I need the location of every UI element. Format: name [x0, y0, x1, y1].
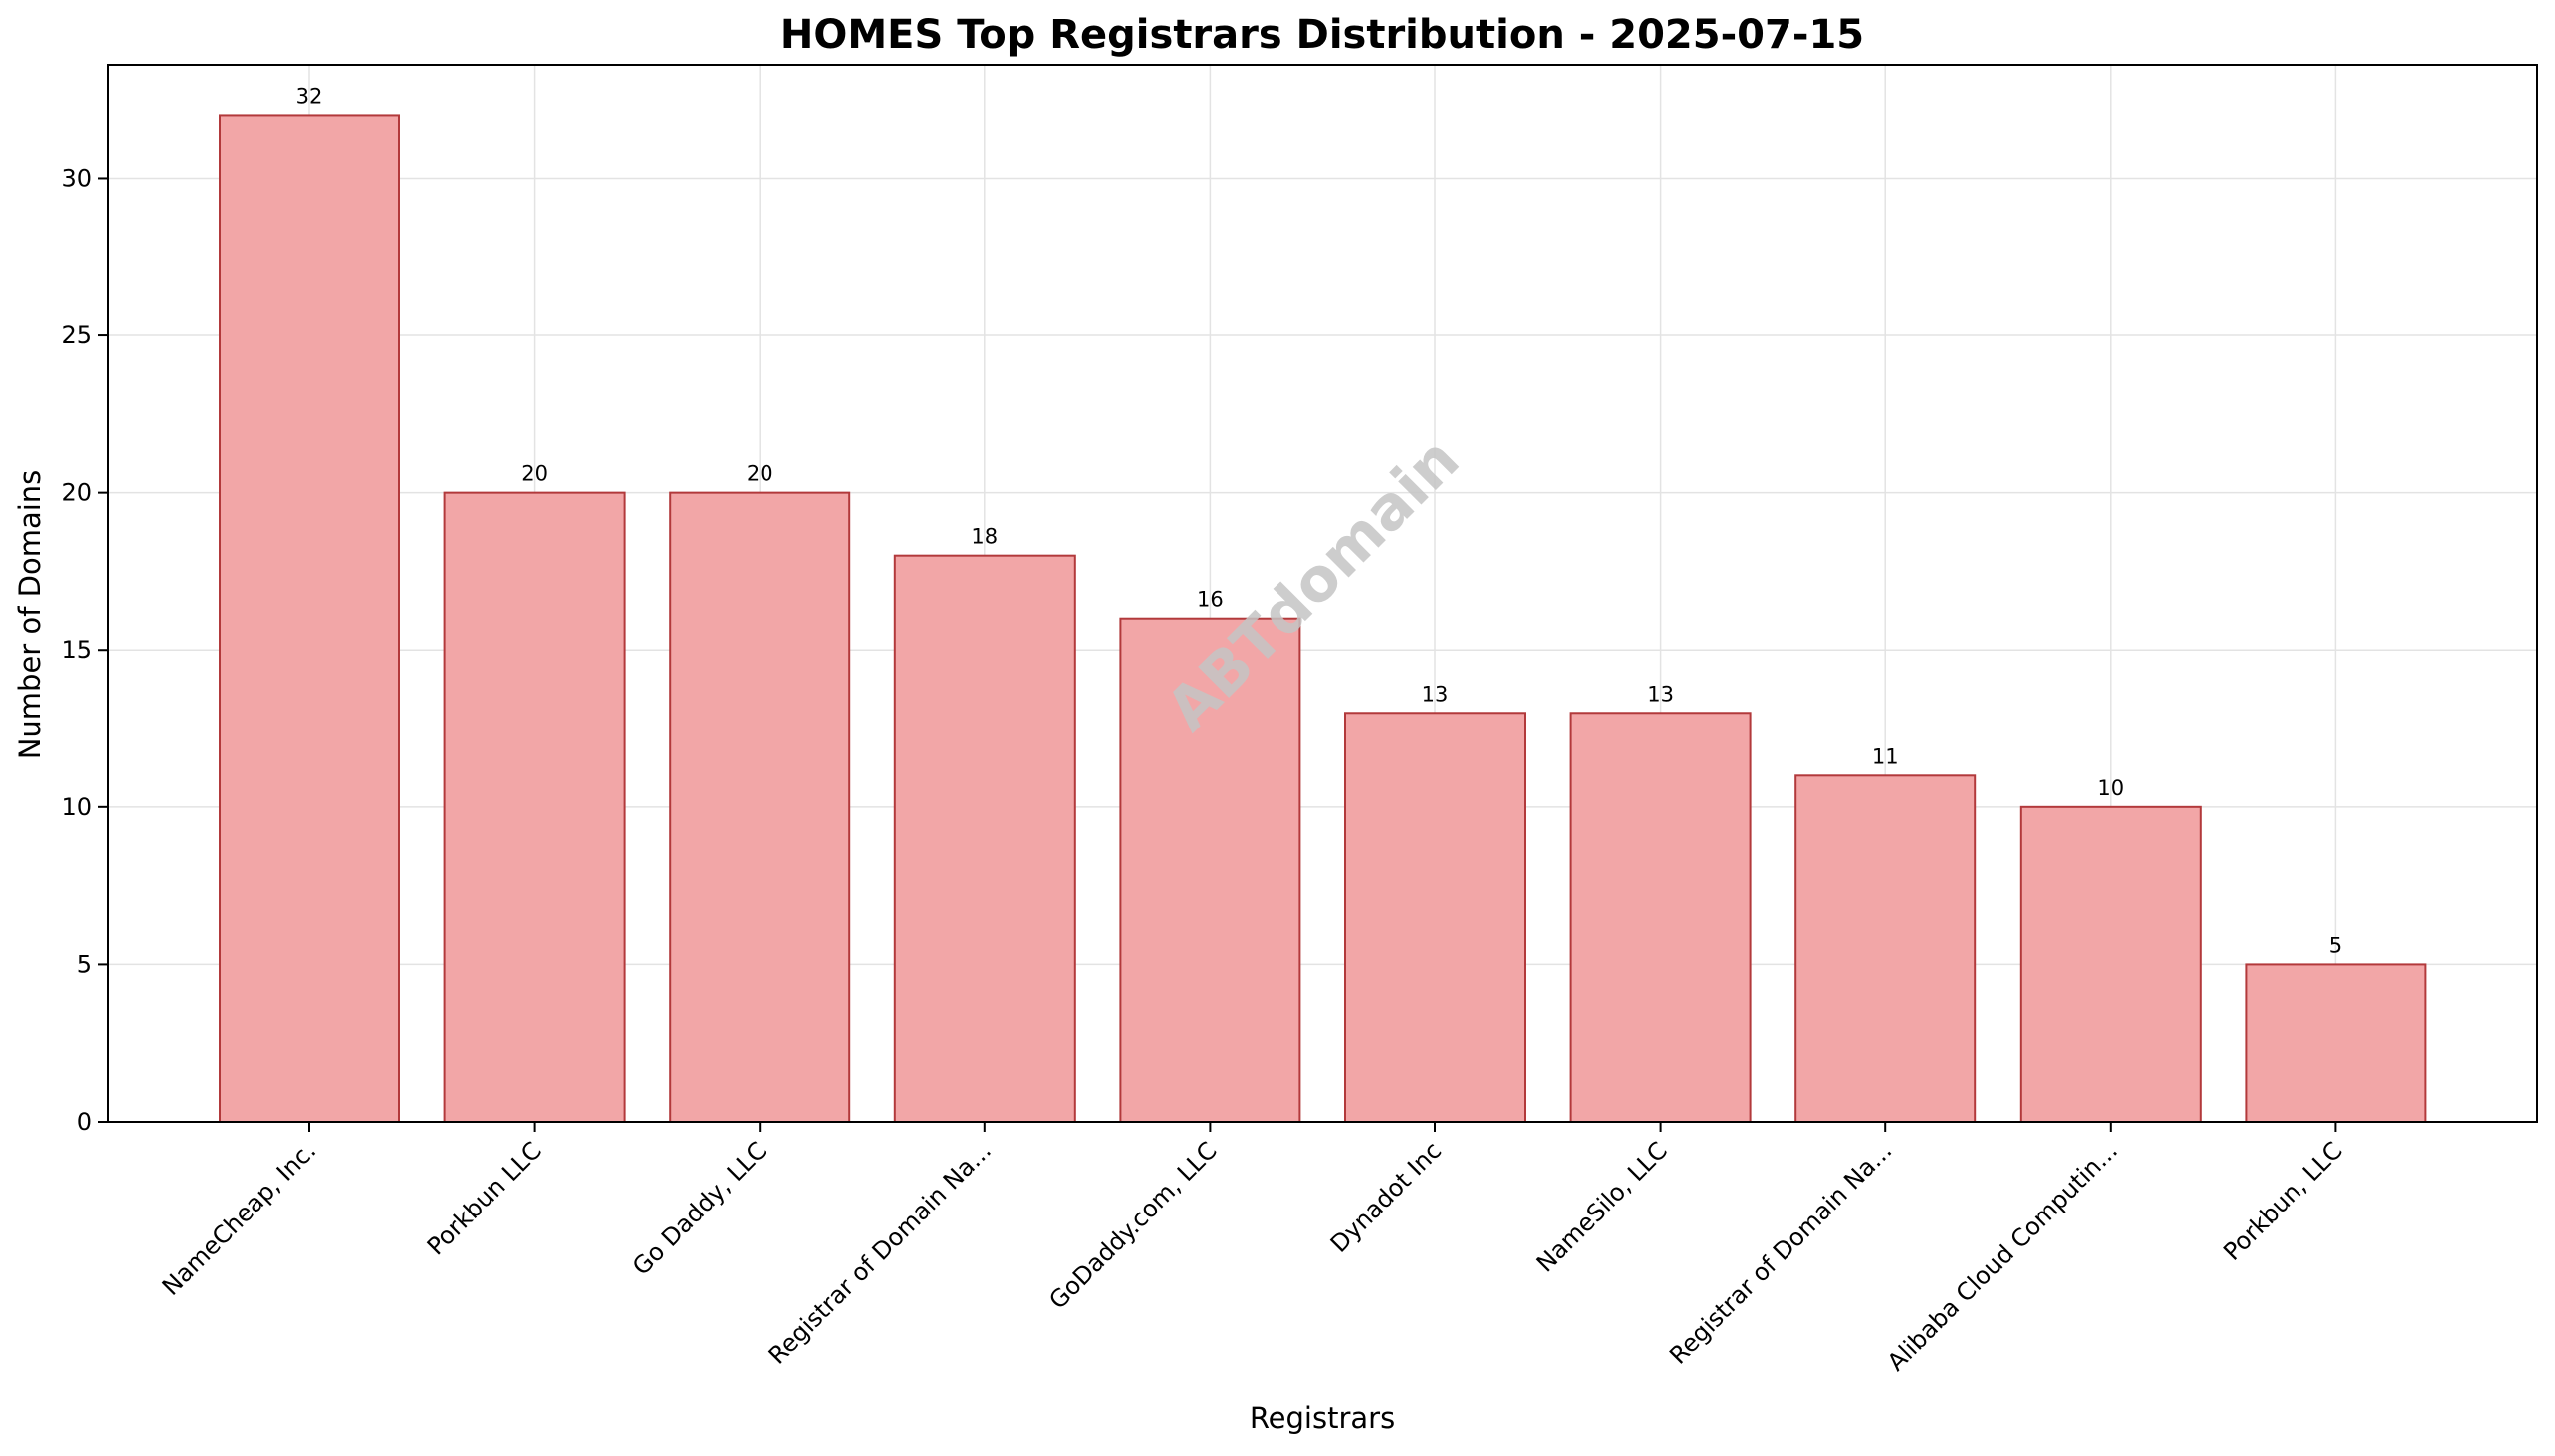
x-tick-label: NameSilo, LLC [1531, 1136, 1673, 1277]
bar [443, 491, 626, 1123]
plot-frame [107, 64, 2538, 1123]
bar [2019, 805, 2202, 1123]
data-label: 13 [1422, 682, 1449, 706]
x-tick-label: Dynadot Inc [1325, 1136, 1447, 1257]
y-tick-label: 5 [77, 950, 92, 978]
x-tick-label: Registrar of Domain Na... [1664, 1136, 1897, 1369]
data-label: 16 [1197, 588, 1224, 612]
x-tick-label: Porkbun, LLC [2218, 1136, 2347, 1265]
bar [1344, 712, 1526, 1124]
bar [1794, 774, 1977, 1124]
data-label: 20 [521, 462, 548, 486]
axes-layer [107, 64, 2538, 1123]
data-label: 11 [1872, 744, 1899, 768]
bar [1119, 617, 1301, 1123]
data-label: 10 [2097, 776, 2124, 800]
chart-title: HOMES Top Registrars Distribution - 2025… [780, 12, 1864, 58]
x-tick-label: NameCheap, Inc. [157, 1136, 321, 1300]
bar [893, 554, 1076, 1123]
y-tick-label: 30 [61, 164, 92, 192]
y-tick-label: 20 [61, 479, 92, 507]
y-tick-label: 15 [61, 636, 92, 664]
data-label: 18 [971, 525, 998, 549]
y-tick-label: 25 [61, 321, 92, 349]
bar [669, 491, 851, 1123]
bar [219, 114, 400, 1123]
x-tick-label: Registrar of Domain Na... [764, 1136, 997, 1369]
data-labels-layer: 32 20 20 18 16 13 13 11 10 5 [296, 84, 2342, 957]
y-tick-label: 0 [77, 1108, 92, 1136]
data-label: 13 [1647, 682, 1674, 706]
bar [2245, 963, 2427, 1123]
data-label: 20 [747, 462, 773, 486]
x-axis-label: Registrars [1250, 1401, 1395, 1435]
data-label: 5 [2329, 933, 2342, 957]
bars-layer [219, 114, 2427, 1124]
bar [1569, 712, 1752, 1124]
x-tick-label: Porkbun LLC [422, 1136, 547, 1260]
y-tick-label: 10 [61, 793, 92, 821]
x-tick-label: GoDaddy.com, LLC [1043, 1136, 1222, 1314]
x-tick-label: Alibaba Cloud Computin... [1882, 1136, 2123, 1376]
y-axis-label: Number of Domains [13, 470, 47, 760]
x-tick-label: Go Daddy, LLC [627, 1136, 771, 1280]
data-label: 32 [296, 84, 323, 108]
